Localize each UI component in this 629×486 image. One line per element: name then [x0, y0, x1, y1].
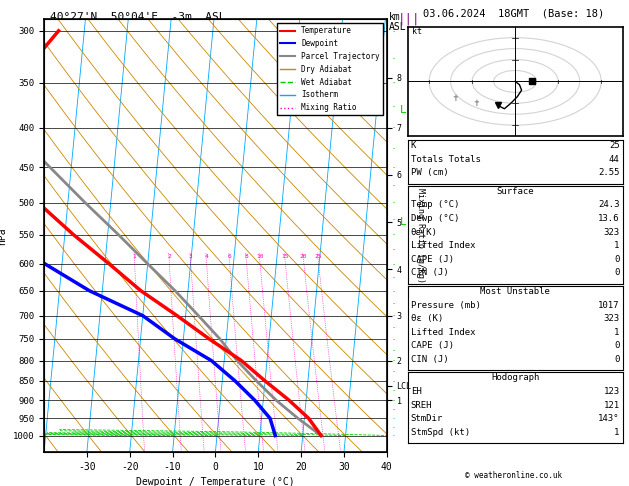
Legend: Temperature, Dewpoint, Parcel Trajectory, Dry Adiabat, Wet Adiabat, Isotherm, Mi: Temperature, Dewpoint, Parcel Trajectory… [277, 23, 383, 115]
Text: 0: 0 [614, 355, 620, 364]
Text: -: - [392, 124, 396, 131]
Text: Lifted Index: Lifted Index [411, 241, 476, 250]
Text: 2.55: 2.55 [598, 168, 620, 177]
Text: θε (K): θε (K) [411, 314, 443, 323]
Text: CIN (J): CIN (J) [411, 268, 448, 278]
Text: kt: kt [412, 27, 422, 36]
Text: 323: 323 [603, 227, 620, 237]
Text: 03.06.2024  18GMT  (Base: 18): 03.06.2024 18GMT (Base: 18) [423, 9, 604, 19]
Text: |||: ||| [398, 12, 421, 25]
X-axis label: Dewpoint / Temperature (°C): Dewpoint / Temperature (°C) [136, 477, 295, 486]
Text: -: - [392, 80, 396, 86]
Text: -: - [392, 275, 396, 280]
Text: -: - [392, 358, 396, 364]
Text: 1: 1 [614, 241, 620, 250]
Text: -: - [392, 55, 396, 61]
Text: -: - [392, 182, 396, 188]
Text: 24.3: 24.3 [598, 200, 620, 209]
Text: 1: 1 [614, 428, 620, 437]
Text: 15: 15 [281, 254, 289, 260]
Text: -: - [392, 406, 396, 412]
Text: Totals Totals: Totals Totals [411, 155, 481, 164]
Text: -: - [392, 424, 396, 430]
Text: -: - [392, 200, 396, 206]
Text: 1: 1 [133, 254, 136, 260]
Text: -: - [392, 388, 396, 394]
Text: -: - [392, 433, 396, 438]
Text: ASL: ASL [389, 22, 406, 32]
Text: 123: 123 [603, 387, 620, 396]
Text: km: km [389, 12, 401, 22]
Text: 8: 8 [244, 254, 248, 260]
Text: Most Unstable: Most Unstable [480, 287, 550, 296]
Text: 44: 44 [609, 155, 620, 164]
Text: Surface: Surface [496, 187, 534, 196]
Text: 25: 25 [609, 141, 620, 150]
Text: 1017: 1017 [598, 300, 620, 310]
Text: 6: 6 [228, 254, 231, 260]
Text: -: - [392, 300, 396, 307]
Text: ✝: ✝ [474, 98, 479, 108]
Text: -: - [392, 347, 396, 353]
Text: 20: 20 [299, 254, 307, 260]
Text: -: - [392, 103, 396, 109]
Text: 1: 1 [614, 328, 620, 337]
Text: -: - [392, 261, 396, 267]
Text: -: - [392, 416, 396, 421]
Text: PW (cm): PW (cm) [411, 168, 448, 177]
Text: CIN (J): CIN (J) [411, 355, 448, 364]
Text: -: - [392, 232, 396, 238]
Text: -: - [392, 28, 396, 34]
Text: -: - [392, 368, 396, 374]
Text: Dewp (°C): Dewp (°C) [411, 214, 459, 223]
Text: CAPE (J): CAPE (J) [411, 255, 454, 264]
Text: © weatheronline.co.uk: © weatheronline.co.uk [465, 471, 562, 480]
Text: 25: 25 [314, 254, 322, 260]
Text: L: L [400, 105, 407, 115]
Text: 3: 3 [189, 254, 192, 260]
Text: 2: 2 [167, 254, 171, 260]
Text: -: - [392, 246, 396, 253]
Text: 143°: 143° [598, 414, 620, 423]
Text: -: - [392, 216, 396, 222]
Text: Pressure (mb): Pressure (mb) [411, 300, 481, 310]
Text: Lifted Index: Lifted Index [411, 328, 476, 337]
Text: 0: 0 [614, 341, 620, 350]
Text: -: - [392, 164, 396, 170]
Text: SREH: SREH [411, 400, 432, 410]
Y-axis label: hPa: hPa [0, 227, 8, 244]
Text: L: L [400, 217, 407, 227]
Text: 40°27'N  50°04'E  -3m  ASL: 40°27'N 50°04'E -3m ASL [50, 12, 226, 22]
Text: StmSpd (kt): StmSpd (kt) [411, 428, 470, 437]
Text: -: - [392, 397, 396, 403]
Text: 0: 0 [614, 268, 620, 278]
Text: -: - [392, 378, 396, 384]
Text: CAPE (J): CAPE (J) [411, 341, 454, 350]
Text: -: - [392, 288, 396, 294]
Text: 0: 0 [614, 255, 620, 264]
Text: Temp (°C): Temp (°C) [411, 200, 459, 209]
Text: 121: 121 [603, 400, 620, 410]
Text: ✝: ✝ [452, 93, 458, 103]
Text: 323: 323 [603, 314, 620, 323]
Y-axis label: Mixing Ratio (g/kg): Mixing Ratio (g/kg) [416, 188, 425, 283]
Text: EH: EH [411, 387, 421, 396]
Text: -: - [392, 312, 396, 319]
Text: -: - [392, 145, 396, 151]
Text: -: - [392, 336, 396, 342]
Text: Hodograph: Hodograph [491, 373, 539, 382]
Text: 10: 10 [256, 254, 264, 260]
Text: 4: 4 [204, 254, 208, 260]
Text: -: - [392, 325, 396, 330]
Text: K: K [411, 141, 416, 150]
Text: θε(K): θε(K) [411, 227, 438, 237]
Text: StmDir: StmDir [411, 414, 443, 423]
Text: 13.6: 13.6 [598, 214, 620, 223]
